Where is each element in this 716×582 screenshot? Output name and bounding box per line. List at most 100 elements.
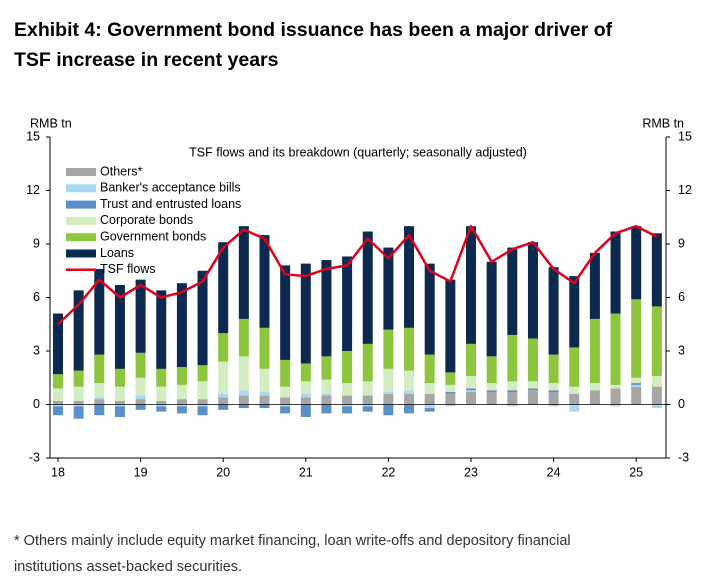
- bar-segment: [486, 392, 497, 405]
- bar-segment: [280, 359, 291, 387]
- bar-segment: [527, 381, 538, 389]
- bar-segment: [486, 261, 497, 357]
- bar-segment: [424, 393, 435, 405]
- bar-segment: [114, 386, 125, 401]
- bar-segment: [342, 256, 353, 351]
- bar-segment: [466, 392, 476, 405]
- bar-segment: [73, 290, 84, 371]
- bar-segment: [651, 233, 662, 307]
- bar-segment: [94, 268, 105, 355]
- legend-swatch: [66, 216, 96, 225]
- bar-segment: [507, 247, 518, 335]
- bar-segment: [589, 318, 600, 384]
- bar-segment: [424, 263, 435, 355]
- bar-segment: [176, 367, 187, 385]
- bar-segment: [280, 404, 291, 407]
- bar-segment: [53, 374, 63, 389]
- bar-segment: [176, 283, 187, 368]
- bar-segment: [589, 383, 600, 391]
- bar-segment: [548, 392, 559, 405]
- bar-segment: [218, 397, 229, 405]
- legend-label: Others*: [100, 164, 143, 178]
- bar-segment: [176, 399, 187, 405]
- bar-segment: [362, 381, 373, 396]
- y-tick-label: 0: [33, 397, 40, 411]
- bar-segment: [404, 327, 415, 371]
- bar-segment: [197, 404, 208, 407]
- bar-segment: [383, 247, 394, 330]
- bar-segment: [651, 386, 662, 405]
- y-tick-label: -3: [29, 450, 40, 464]
- bar-segment: [156, 404, 167, 407]
- bar-segment: [342, 395, 353, 405]
- x-tick-label: 22: [381, 465, 395, 479]
- bar-segment: [321, 379, 332, 394]
- bar-segment: [362, 404, 373, 407]
- y2-tick-label: 12: [678, 183, 692, 197]
- legend-swatch: [66, 233, 96, 242]
- bar-segment: [342, 404, 353, 407]
- bar-segment: [156, 290, 167, 369]
- bar-segment: [342, 383, 353, 396]
- bar-segment: [610, 404, 621, 407]
- bar-segment: [445, 384, 456, 393]
- bar-segment: [176, 406, 187, 414]
- bar-segment: [424, 383, 435, 394]
- bar-segment: [135, 279, 146, 353]
- bar-segment: [527, 390, 538, 405]
- y-tick-label: 6: [33, 290, 40, 304]
- bar-segment: [362, 406, 373, 412]
- bar-segment: [53, 404, 63, 407]
- bar-segment: [589, 252, 600, 319]
- x-tick-label: 24: [547, 465, 561, 479]
- bar-segment: [321, 404, 332, 414]
- bar-segment: [424, 408, 435, 412]
- bar-segment: [300, 363, 311, 382]
- x-tick-label: 21: [299, 465, 313, 479]
- bar-segment: [321, 356, 332, 380]
- legend-swatch: [66, 168, 96, 176]
- y-tick-label: 9: [33, 236, 40, 250]
- bar-segment: [300, 393, 311, 398]
- bar-segment: [94, 404, 105, 416]
- bar-segment: [73, 386, 84, 401]
- bar-segment: [53, 313, 63, 375]
- y2-tick-label: 0: [678, 397, 685, 411]
- bar-segment: [569, 393, 580, 405]
- bar-segment: [507, 404, 518, 407]
- bar-segment: [548, 354, 559, 384]
- bar-segment: [548, 390, 559, 393]
- bar-segment: [383, 404, 394, 416]
- bar-segment: [135, 377, 146, 396]
- bar-segment: [362, 343, 373, 382]
- chart-subtitle: TSF flows and its breakdown (quarterly; …: [189, 145, 527, 159]
- bar-segment: [486, 390, 497, 393]
- bar-segment: [486, 383, 497, 391]
- bar-segment: [610, 384, 621, 389]
- bar-segment: [342, 351, 353, 384]
- text-part: institutions asset-backed securities.: [14, 559, 242, 575]
- bar-segment: [404, 226, 415, 328]
- bar-segment: [466, 343, 476, 376]
- bar-segment: [486, 356, 497, 384]
- bar-segment: [466, 226, 476, 344]
- bar-segment: [383, 329, 394, 369]
- bar-segment: [156, 386, 167, 401]
- bar-segment: [218, 333, 229, 362]
- bar-segment: [610, 231, 621, 314]
- bar-segment: [238, 404, 249, 409]
- bar-segment: [362, 231, 373, 344]
- bar-segment: [156, 368, 167, 387]
- y-tick-label: 3: [33, 343, 40, 357]
- bar-segment: [53, 400, 63, 405]
- bar-segment: [342, 406, 353, 414]
- bar-segment: [94, 383, 105, 398]
- bar-segment: [404, 370, 415, 391]
- bar-segment: [507, 392, 518, 405]
- bar-segment: [424, 404, 435, 409]
- legend-swatch: [66, 249, 96, 258]
- bar-segment: [176, 404, 187, 407]
- bar-segment: [445, 279, 456, 373]
- bar-segment: [53, 406, 63, 416]
